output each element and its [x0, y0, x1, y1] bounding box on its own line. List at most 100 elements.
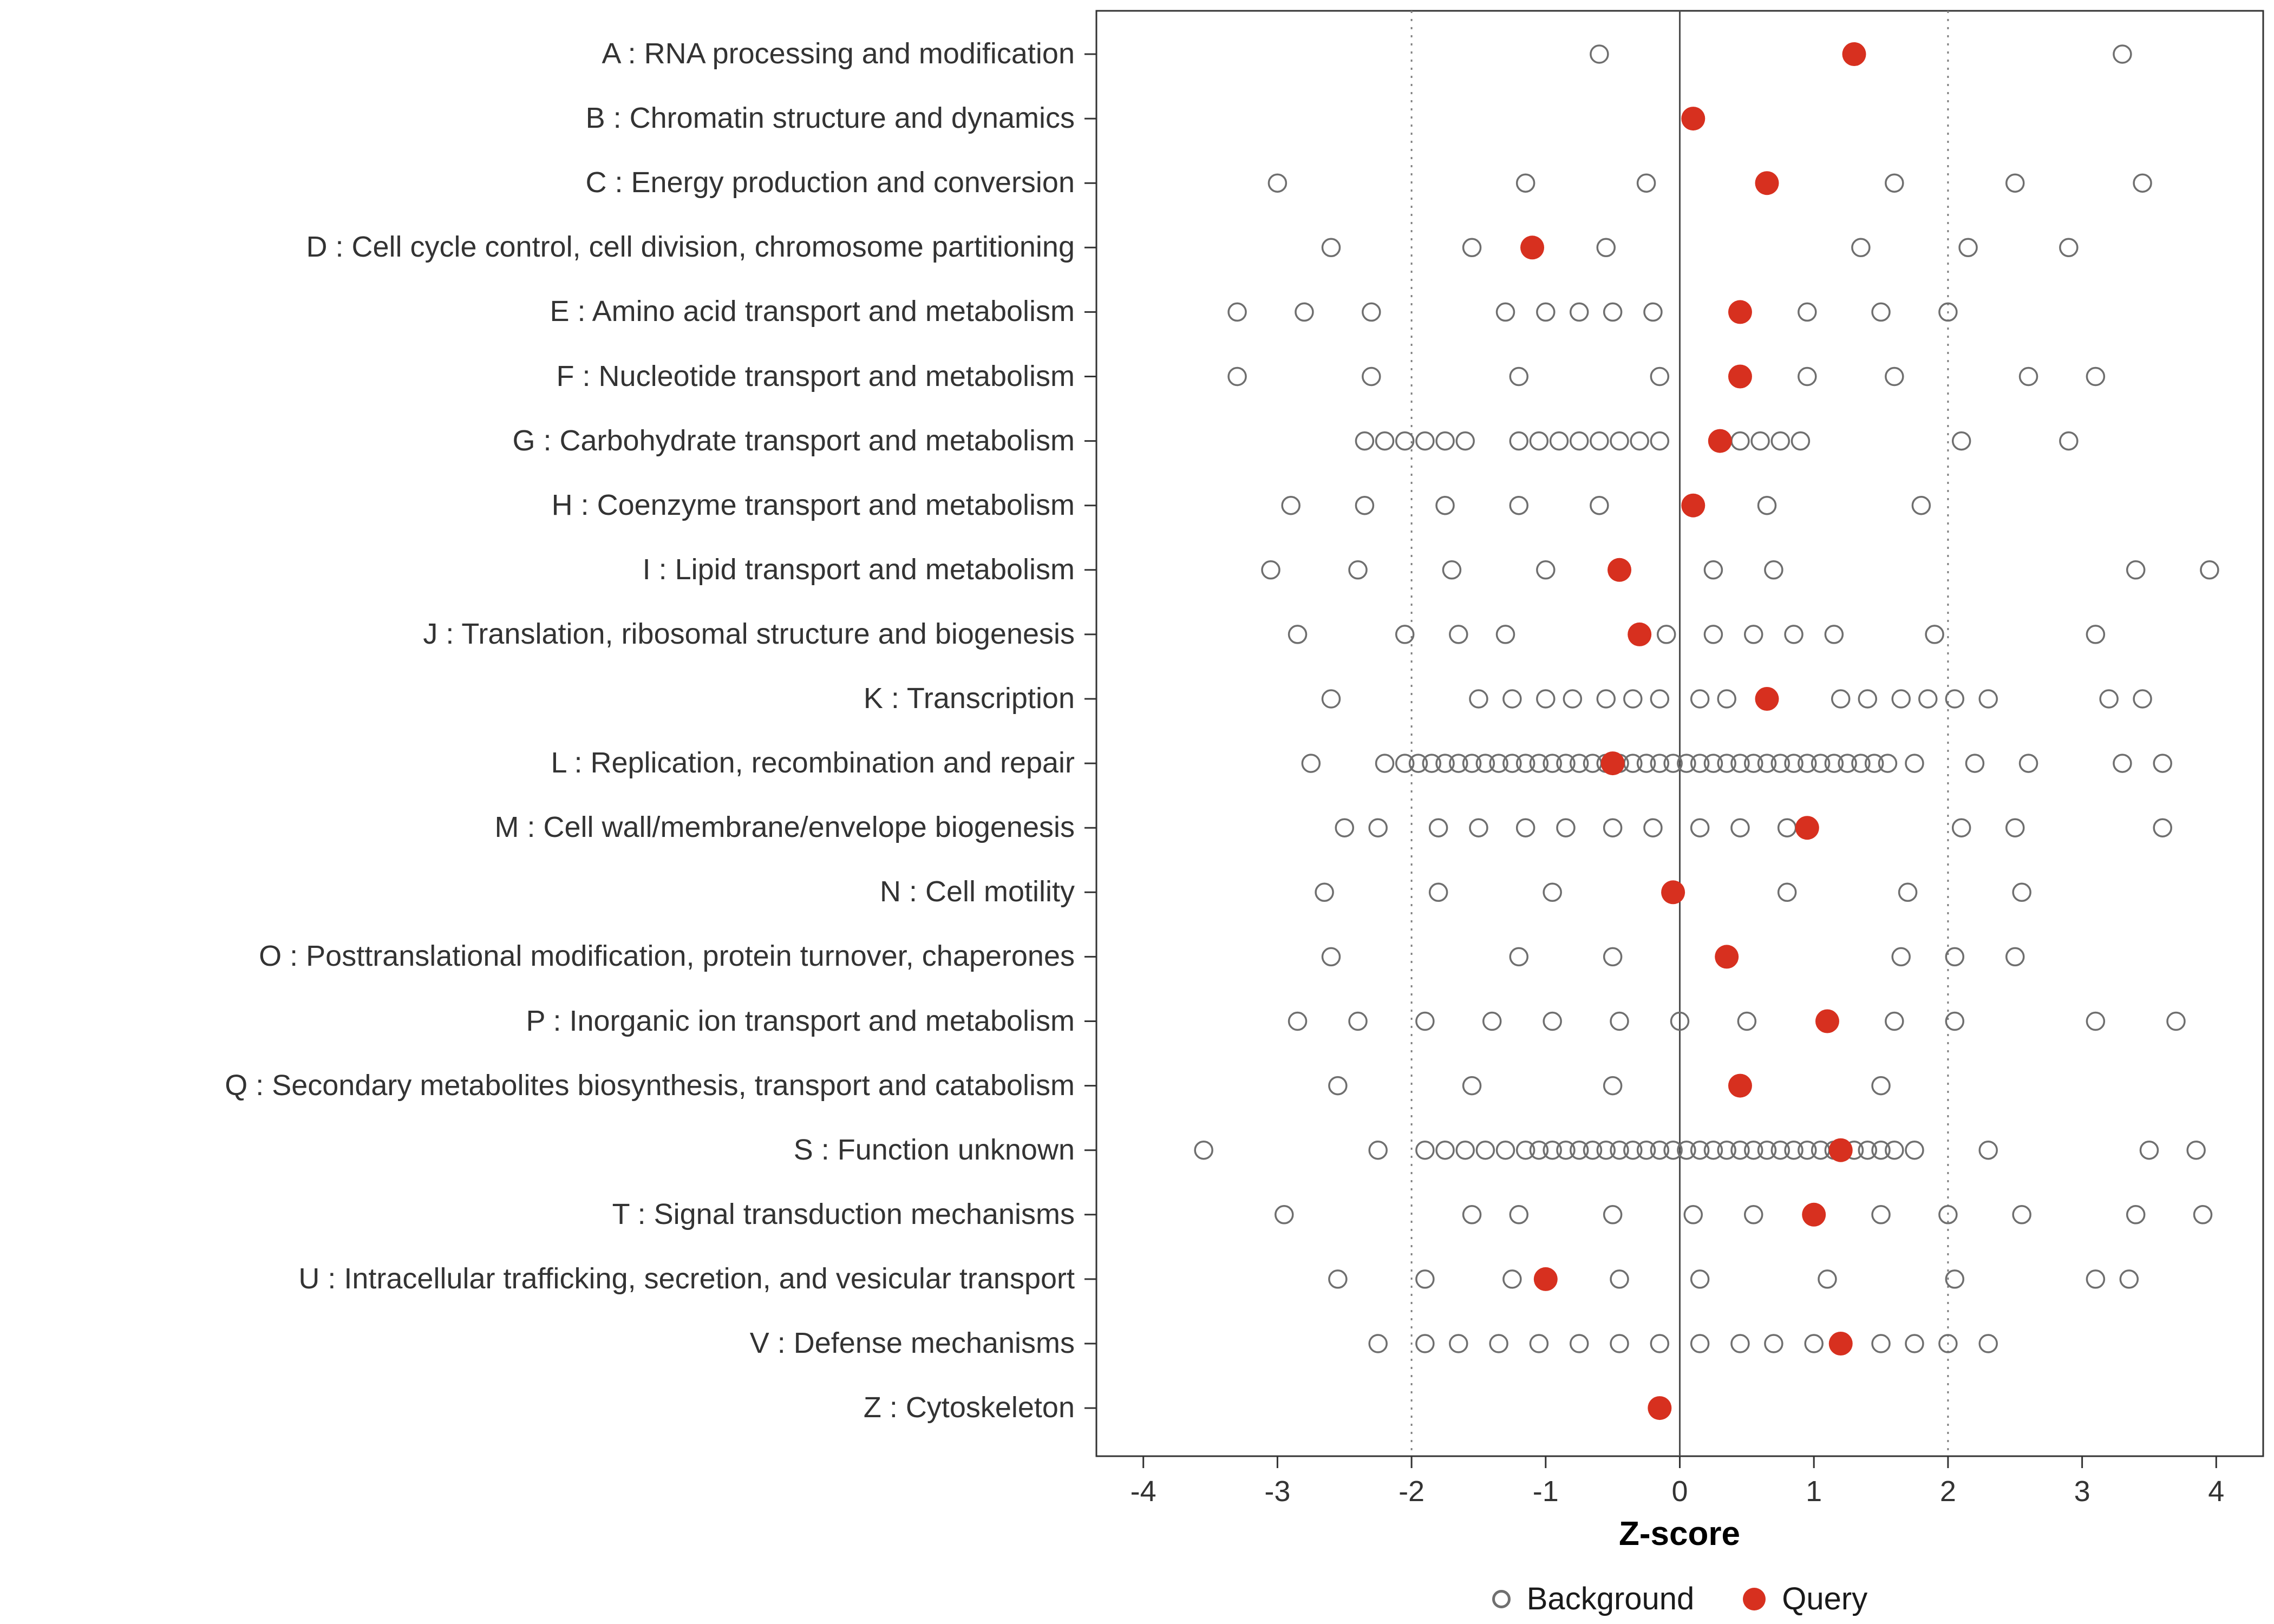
query-point	[1708, 429, 1732, 453]
background-point	[1556, 1140, 1576, 1160]
background-point	[1455, 1140, 1475, 1160]
query-point	[1608, 558, 1632, 582]
background-point	[1703, 754, 1723, 773]
background-point	[1328, 1269, 1348, 1289]
background-point	[1321, 689, 1341, 709]
background-point	[1938, 1205, 1958, 1224]
background-point	[1636, 754, 1656, 773]
background-point	[2005, 173, 2025, 193]
background-point	[1569, 1140, 1589, 1160]
background-point	[2086, 1011, 2106, 1031]
background-point	[1690, 1334, 1710, 1353]
category-label: A : RNA processing and modification	[602, 37, 1075, 70]
background-point	[2153, 754, 2172, 773]
background-point	[1717, 689, 1736, 709]
category-label: N : Cell motility	[879, 875, 1075, 908]
background-point	[1295, 302, 1314, 322]
background-point	[1643, 302, 1663, 322]
background-point	[1764, 1334, 1783, 1353]
background-point	[1603, 947, 1623, 967]
background-point	[2005, 947, 2025, 967]
background-point	[1945, 947, 1965, 967]
background-point	[2005, 818, 2025, 837]
background-point	[1925, 625, 1944, 644]
background-point	[2139, 1140, 2159, 1160]
category-label: G : Carbohydrate transport and metabolis…	[512, 424, 1075, 457]
category-label: V : Defense mechanisms	[749, 1326, 1075, 1359]
legend: Background Query	[1096, 1581, 2263, 1617]
background-point	[2018, 366, 2038, 387]
background-point	[1871, 1205, 1891, 1224]
background-point	[1824, 754, 1844, 773]
category-label: Z : Cytoskeleton	[863, 1391, 1075, 1424]
background-point	[1321, 238, 1341, 258]
background-point	[1395, 754, 1415, 773]
background-point	[1636, 1140, 1656, 1160]
background-point	[1288, 625, 1308, 644]
background-point	[1938, 1334, 1958, 1353]
background-point	[2099, 689, 2119, 709]
background-point	[1864, 754, 1884, 773]
background-point	[1194, 1140, 1213, 1160]
background-point	[1395, 625, 1415, 644]
background-point	[1529, 1140, 1549, 1160]
background-point	[1227, 302, 1247, 322]
background-point	[1610, 431, 1629, 451]
background-point	[2086, 625, 2106, 644]
background-point	[1515, 754, 1535, 773]
background-point	[1556, 818, 1576, 837]
background-point	[1590, 44, 1609, 64]
background-point	[1362, 366, 1381, 387]
query-point	[1815, 1009, 1839, 1033]
category-label: L : Replication, recombination and repai…	[551, 746, 1075, 779]
background-point	[1851, 238, 1871, 258]
background-point	[1885, 366, 1904, 387]
background-point	[1502, 689, 1522, 709]
background-point	[1798, 1140, 1817, 1160]
background-point	[1348, 560, 1368, 580]
background-point	[1951, 818, 1971, 837]
background-point	[1509, 431, 1529, 451]
x-tick-label: 3	[2074, 1475, 2090, 1508]
background-point	[1469, 818, 1488, 837]
background-point	[1368, 1140, 1388, 1160]
background-point	[1690, 1269, 1710, 1289]
query-point	[1533, 1267, 1558, 1291]
background-point	[1495, 1140, 1515, 1160]
background-point	[1449, 1334, 1468, 1353]
background-point	[1603, 1205, 1623, 1224]
background-point	[1315, 882, 1334, 902]
background-point	[1435, 495, 1455, 515]
background-point	[1529, 1334, 1549, 1353]
background-point	[1623, 1140, 1643, 1160]
background-point	[2086, 1269, 2106, 1289]
background-point	[1515, 1140, 1535, 1160]
background-point	[1663, 1140, 1683, 1160]
background-point	[1462, 1076, 1482, 1096]
background-point	[1603, 818, 1623, 837]
background-point	[1798, 754, 1817, 773]
background-point	[1556, 754, 1576, 773]
background-point	[1495, 625, 1515, 644]
background-point	[1730, 754, 1750, 773]
background-point	[1885, 173, 1904, 193]
background-point	[1395, 431, 1415, 451]
background-point	[1656, 625, 1676, 644]
legend-label-query: Query	[1782, 1581, 1868, 1616]
background-point	[1362, 302, 1381, 322]
background-point	[1650, 366, 1670, 387]
background-point	[1743, 1140, 1763, 1160]
background-point	[1328, 1076, 1348, 1096]
query-point	[1728, 1073, 1752, 1098]
background-point	[1502, 754, 1522, 773]
query-point	[1681, 107, 1706, 131]
category-label: Q : Secondary metabolites biosynthesis, …	[225, 1069, 1075, 1102]
background-point	[2126, 560, 2146, 580]
background-point	[1811, 754, 1831, 773]
background-point	[1536, 560, 1556, 580]
background-point	[1502, 1269, 1522, 1289]
background-point	[1791, 431, 1811, 451]
category-label: B : Chromatin structure and dynamics	[585, 101, 1075, 134]
background-point	[1858, 689, 1878, 709]
background-point	[1683, 1205, 1703, 1224]
